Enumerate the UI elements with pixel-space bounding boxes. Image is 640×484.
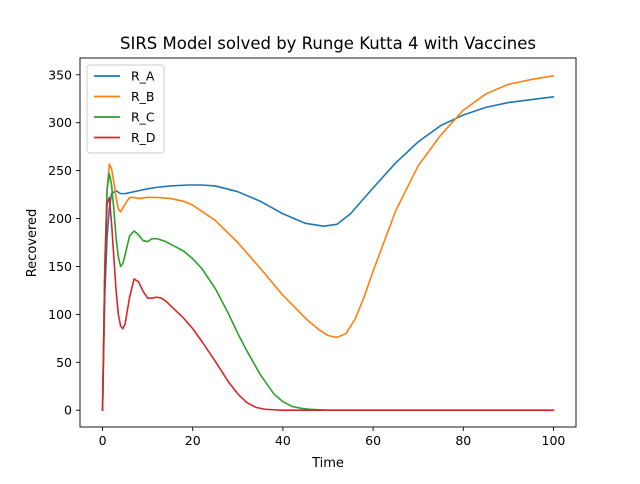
y-tick-label: 0	[64, 403, 72, 418]
y-tick-label: 150	[48, 259, 72, 274]
y-axis-label: Recovered	[25, 209, 40, 278]
x-tick-label: 40	[275, 433, 291, 448]
legend-label-r-a: R_A	[131, 69, 155, 84]
series-lines	[101, 74, 555, 412]
axes-frame	[79, 57, 577, 428]
series-line-r-b	[101, 74, 555, 412]
legend-label-r-c: R_C	[131, 110, 155, 125]
x-tick-label: 0	[99, 433, 107, 448]
legend: R_A R_B R_C R_D	[86, 64, 165, 154]
x-tick-label: 80	[455, 433, 471, 448]
x-tick-label: 20	[185, 433, 201, 448]
axes: 0 20 40 60 80 100 0 50 100 150 200 250 300 350	[48, 57, 577, 448]
legend-label-r-b: R_B	[131, 89, 155, 104]
y-tick-label: 200	[48, 211, 72, 226]
y-tick-label: 250	[48, 163, 72, 178]
y-tick-label: 50	[56, 355, 72, 370]
x-tick-label: 60	[365, 433, 381, 448]
legend-label-r-d: R_D	[131, 130, 156, 145]
x-tick-label: 100	[542, 433, 566, 448]
series-line-r-a	[101, 96, 555, 412]
y-tick-label: 300	[48, 115, 72, 130]
x-axis-label: Time	[311, 456, 344, 471]
chart-title: SIRS Model solved by Runge Kutta 4 with …	[120, 34, 536, 53]
plot-area	[101, 74, 555, 412]
y-tick-label: 100	[48, 307, 72, 322]
series-line-r-d	[101, 196, 555, 412]
legend-box	[86, 64, 165, 154]
y-tick-label: 350	[48, 67, 72, 82]
